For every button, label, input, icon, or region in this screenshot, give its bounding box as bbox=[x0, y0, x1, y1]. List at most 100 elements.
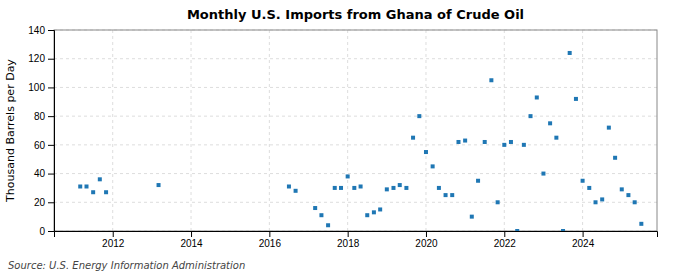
point bbox=[104, 190, 108, 194]
tick: 2016 bbox=[259, 231, 282, 249]
point bbox=[574, 97, 578, 101]
point bbox=[333, 186, 337, 190]
tick-mark bbox=[583, 231, 584, 237]
tick: 20 bbox=[34, 197, 54, 208]
point bbox=[502, 143, 506, 147]
point bbox=[352, 186, 356, 190]
tick-mark bbox=[48, 231, 54, 232]
grid-line bbox=[347, 30, 348, 231]
point bbox=[326, 223, 330, 227]
grid-line bbox=[54, 173, 657, 174]
grid-line bbox=[54, 116, 657, 117]
point bbox=[639, 222, 643, 226]
tick: 80 bbox=[34, 111, 54, 122]
point bbox=[411, 136, 415, 140]
tick-label: 120 bbox=[28, 53, 45, 64]
point bbox=[607, 126, 611, 130]
point bbox=[450, 193, 454, 197]
tick-mark bbox=[48, 116, 54, 117]
tick-label: 2020 bbox=[415, 238, 438, 249]
tick-mark bbox=[48, 174, 54, 175]
grid-line bbox=[54, 58, 657, 59]
tick-mark bbox=[48, 145, 54, 146]
tick-label: 2016 bbox=[259, 238, 282, 249]
tick-label: 140 bbox=[28, 25, 45, 36]
point bbox=[157, 183, 161, 187]
point bbox=[294, 189, 298, 193]
tick-label: 60 bbox=[34, 140, 46, 151]
tick: 40 bbox=[34, 168, 54, 179]
point bbox=[470, 215, 474, 219]
tick-label: 40 bbox=[34, 168, 46, 179]
point bbox=[84, 184, 88, 188]
grid-line bbox=[54, 87, 657, 88]
point bbox=[581, 179, 585, 183]
tick: 2020 bbox=[415, 231, 438, 249]
point bbox=[359, 184, 363, 188]
point bbox=[535, 95, 539, 99]
grid-line bbox=[425, 30, 426, 231]
plot-frame bbox=[54, 30, 657, 231]
axis-line bbox=[55, 232, 658, 238]
axis-line bbox=[48, 31, 55, 232]
point bbox=[594, 200, 598, 204]
point bbox=[561, 229, 565, 231]
point bbox=[600, 197, 604, 201]
point bbox=[424, 150, 428, 154]
point bbox=[620, 187, 624, 191]
point bbox=[613, 156, 617, 160]
point bbox=[319, 213, 323, 217]
point bbox=[509, 140, 513, 144]
chart: 2012201420162018202020222024020406080100… bbox=[0, 0, 675, 275]
tick-label: 2012 bbox=[102, 238, 125, 249]
point bbox=[587, 186, 591, 190]
point bbox=[463, 139, 467, 143]
point bbox=[391, 186, 395, 190]
point bbox=[417, 114, 421, 118]
chart-container: 2012201420162018202020222024020406080100… bbox=[0, 0, 675, 275]
point bbox=[529, 114, 533, 118]
point bbox=[456, 140, 460, 144]
grid-line bbox=[269, 30, 270, 231]
point bbox=[522, 143, 526, 147]
tick-label: 2018 bbox=[337, 238, 360, 249]
tick-label: 2022 bbox=[494, 238, 517, 249]
point bbox=[398, 183, 402, 187]
tick: 2012 bbox=[102, 231, 125, 249]
grid bbox=[54, 30, 657, 231]
tick: 100 bbox=[28, 82, 54, 93]
point bbox=[568, 51, 572, 55]
title: Monthly U.S. Imports from Ghana of Crude… bbox=[187, 7, 524, 22]
tick: 60 bbox=[34, 140, 54, 151]
point bbox=[489, 78, 493, 82]
tick: 2024 bbox=[572, 231, 595, 249]
tick-mark bbox=[113, 231, 114, 237]
grid-line bbox=[504, 30, 505, 231]
tick-mark bbox=[269, 231, 270, 237]
point bbox=[483, 140, 487, 144]
tick: 2018 bbox=[337, 231, 360, 249]
point bbox=[365, 213, 369, 217]
point bbox=[385, 187, 389, 191]
point bbox=[554, 136, 558, 140]
points bbox=[78, 51, 643, 231]
tick: 0 bbox=[39, 226, 54, 237]
point bbox=[437, 186, 441, 190]
tick-mark bbox=[348, 231, 349, 237]
grid-line bbox=[54, 202, 657, 203]
point bbox=[541, 172, 545, 176]
point bbox=[287, 184, 291, 188]
tick-mark bbox=[48, 30, 54, 31]
point bbox=[372, 210, 376, 214]
grid-line bbox=[191, 30, 192, 231]
y-label: Thousand Barrels per Day bbox=[4, 59, 17, 203]
point bbox=[515, 229, 519, 231]
grid-line bbox=[54, 144, 657, 145]
source: Source: U.S. Energy Information Administ… bbox=[8, 260, 245, 271]
point bbox=[476, 179, 480, 183]
point bbox=[378, 207, 382, 211]
tick-label: 0 bbox=[39, 226, 45, 237]
grid-line bbox=[582, 30, 583, 231]
tick-label: 100 bbox=[28, 82, 45, 93]
tick: 140 bbox=[28, 25, 54, 36]
